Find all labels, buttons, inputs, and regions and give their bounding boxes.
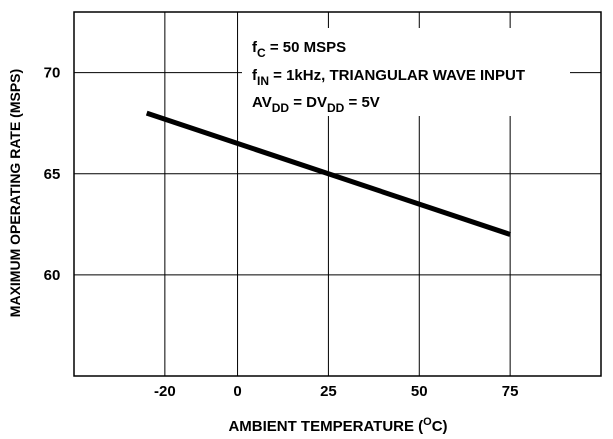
x-tick-label: 75 [502, 383, 519, 400]
y-tick-label: 65 [44, 166, 61, 183]
series-line [145, 110, 511, 237]
x-tick-labels: -20 0 25 50 75 [154, 383, 518, 400]
annotation-supply: AVDD = DVDD = 5V [252, 94, 380, 115]
x-tick-label: 50 [411, 383, 428, 400]
y-tick-label: 60 [44, 267, 61, 284]
x-axis-label: AMBIENT TEMPERATURE (OC) [228, 416, 447, 435]
x-tick-label: 0 [233, 383, 241, 400]
y-tick-label: 70 [44, 65, 61, 82]
annotation-background [242, 28, 570, 116]
x-tick-label: -20 [154, 383, 176, 400]
series [145, 110, 511, 237]
annotation-fc: fC = 50 MSPS [252, 39, 346, 60]
annotation-fin: fIN = 1kHz, TRIANGULAR WAVE INPUT [252, 67, 525, 88]
y-axis-label: MAXIMUM OPERATING RATE (MSPS) [7, 69, 23, 317]
plot-frame [73, 11, 602, 377]
y-tick-labels: 60 65 70 [44, 65, 61, 284]
x-tick-label: 25 [320, 383, 337, 400]
